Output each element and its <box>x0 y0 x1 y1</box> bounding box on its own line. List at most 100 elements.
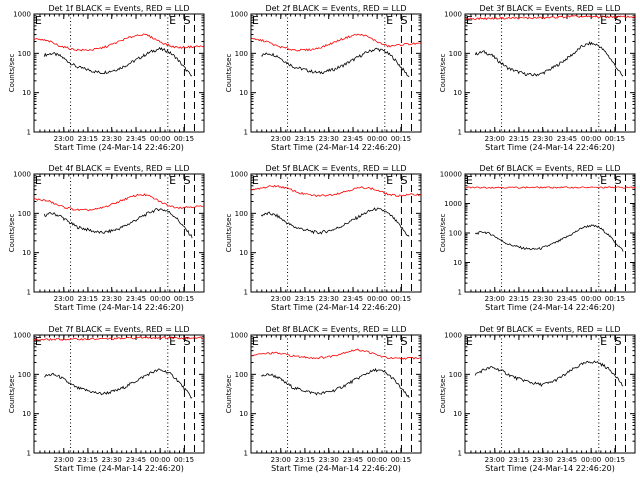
x-tick-label: 23:30 <box>319 295 339 303</box>
event-mark-e: E <box>386 174 393 187</box>
y-axis-label: Counts/sec <box>225 375 233 414</box>
panel-title: Det 7f BLACK = Events, RED = LLD <box>48 325 189 334</box>
x-tick-label: 23:15 <box>78 295 98 303</box>
panel-title: Det 9f BLACK = Events, RED = LLD <box>479 325 620 334</box>
x-tick-label: 23:00 <box>271 135 291 143</box>
event-mark-e: E <box>466 174 473 187</box>
x-tick-label: 23:45 <box>557 135 577 143</box>
series-lld-line <box>251 184 421 198</box>
y-tick-label: 1 <box>458 450 462 458</box>
event-mark-e: E <box>169 335 176 348</box>
y-tick-label: 1000 <box>13 171 31 179</box>
x-tick-label: 23:45 <box>126 135 146 143</box>
x-tick-label: 00:15 <box>391 456 411 464</box>
y-tick-label: 10 <box>22 249 31 257</box>
x-tick-label: 23:15 <box>78 135 98 143</box>
event-mark-e: E <box>600 335 607 348</box>
y-tick-label: 1000 <box>13 332 31 340</box>
plot-frame <box>250 334 422 454</box>
series-events-line <box>43 368 193 399</box>
y-tick-label: 100 <box>449 50 462 58</box>
event-mark-s: S <box>615 14 622 27</box>
panel-det-9: Det 9f BLACK = Events, RED = LLD 1 10 100 10… <box>439 325 636 473</box>
x-tick-label: 23:00 <box>54 456 74 464</box>
x-tick-label: 23:15 <box>509 295 529 303</box>
x-axis-label: Start Time (24-Mar-14 22:46:20) <box>54 464 184 473</box>
x-tick-label: 23:00 <box>271 295 291 303</box>
y-tick-label: 1000 <box>444 11 462 19</box>
y-tick-label: 100 <box>18 210 31 218</box>
event-mark-e: E <box>252 335 259 348</box>
x-tick-label: 23:30 <box>319 456 339 464</box>
y-tick-label: 10 <box>453 89 462 97</box>
y-tick-label: 10 <box>239 249 248 257</box>
y-axis-label: Counts/sec <box>8 375 16 414</box>
panel-title: Det 6f BLACK = Events, RED = LLD <box>479 164 620 173</box>
series-events-line <box>261 47 410 78</box>
y-tick-label: 1000 <box>13 11 31 19</box>
y-tick-label: 1 <box>244 450 248 458</box>
plot-frame <box>250 13 422 133</box>
y-tick-label: 10000 <box>440 171 462 179</box>
x-tick-label: 00:15 <box>605 456 625 464</box>
x-tick-label: 23:00 <box>485 295 505 303</box>
event-mark-e: E <box>600 14 607 27</box>
y-tick-label: 10 <box>453 410 462 418</box>
x-tick-label: 23:45 <box>557 295 577 303</box>
event-mark-s: S <box>615 335 622 348</box>
x-axis-label: Start Time (24-Mar-14 22:46:20) <box>271 464 401 473</box>
plot-frame <box>464 334 636 454</box>
y-tick-label: 10 <box>239 410 248 418</box>
x-tick-label: 00:00 <box>367 295 387 303</box>
panel-det-2: Det 2f BLACK = Events, RED = LLD 1 10 100 10… <box>225 4 422 152</box>
plot-frame <box>464 13 636 133</box>
x-tick-label: 23:30 <box>102 135 122 143</box>
y-tick-label: 100 <box>18 371 31 379</box>
panel-title: Det 1f BLACK = Events, RED = LLD <box>48 4 189 13</box>
x-tick-label: 23:15 <box>509 135 529 143</box>
x-tick-label: 23:45 <box>343 135 363 143</box>
panel-det-4: Det 4f BLACK = Events, RED = LLD 1 10 100 10… <box>8 164 205 312</box>
x-tick-label: 23:30 <box>319 135 339 143</box>
y-axis-label: Counts/sec <box>439 375 447 414</box>
x-tick-label: 00:00 <box>367 135 387 143</box>
event-mark-e: E <box>252 174 259 187</box>
series-lld-line <box>34 33 204 52</box>
plot-frame <box>464 173 636 293</box>
x-tick-label: 23:30 <box>533 295 553 303</box>
series-lld-line <box>465 15 635 21</box>
panel-title: Det 8f BLACK = Events, RED = LLD <box>265 325 406 334</box>
x-tick-label: 00:00 <box>581 456 601 464</box>
event-mark-e: E <box>386 335 393 348</box>
y-tick-label: 1000 <box>230 11 248 19</box>
y-tick-label: 10 <box>453 259 462 267</box>
x-tick-label: 23:45 <box>343 456 363 464</box>
plot-frame <box>33 13 205 133</box>
x-tick-label: 23:00 <box>271 456 291 464</box>
series-lld-line <box>251 348 421 360</box>
panel-det-6: Det 6f BLACK = Events, RED = LLD 1 10 100 10… <box>439 164 636 312</box>
x-axis-label: Start Time (24-Mar-14 22:46:20) <box>54 303 184 312</box>
event-mark-s: S <box>401 14 408 27</box>
event-mark-s: S <box>184 14 191 27</box>
event-mark-e: E <box>600 174 607 187</box>
event-mark-s: S <box>401 174 408 187</box>
event-mark-e: E <box>35 14 42 27</box>
y-tick-label: 10 <box>22 89 31 97</box>
x-tick-label: 23:00 <box>485 456 505 464</box>
series-events-line <box>43 46 193 77</box>
series-lld-line <box>251 33 421 52</box>
x-tick-label: 00:00 <box>150 456 170 464</box>
y-tick-label: 1 <box>458 289 462 297</box>
y-tick-label: 10 <box>239 89 248 97</box>
x-tick-label: 23:00 <box>54 135 74 143</box>
x-tick-label: 23:15 <box>78 456 98 464</box>
y-tick-label: 1000 <box>230 332 248 340</box>
event-mark-e: E <box>35 335 42 348</box>
series-events-line <box>474 360 624 387</box>
y-axis-label: Counts/sec <box>225 54 233 93</box>
y-tick-label: 10 <box>22 410 31 418</box>
series-lld-line <box>34 336 204 342</box>
x-tick-label: 00:00 <box>367 456 387 464</box>
